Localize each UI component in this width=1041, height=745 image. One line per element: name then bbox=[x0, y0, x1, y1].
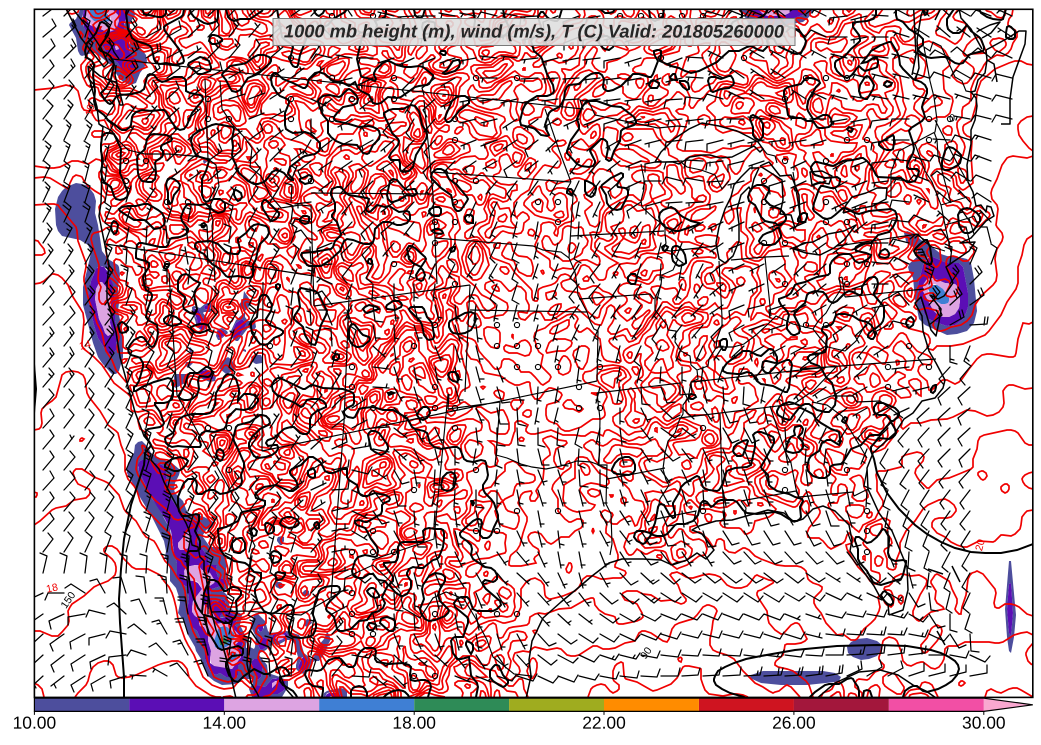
svg-text:22.00: 22.00 bbox=[582, 713, 626, 733]
svg-text:18: 18 bbox=[45, 581, 59, 595]
svg-text:10: 10 bbox=[84, 103, 98, 117]
svg-text:30.00: 30.00 bbox=[962, 713, 1006, 733]
svg-text:26.00: 26.00 bbox=[772, 713, 816, 733]
svg-text:20: 20 bbox=[973, 538, 988, 553]
svg-text:10.00: 10.00 bbox=[13, 713, 57, 733]
svg-text:14: 14 bbox=[78, 338, 93, 353]
svg-text:0: 0 bbox=[949, 113, 955, 125]
svg-text:14.00: 14.00 bbox=[203, 713, 247, 733]
svg-text:1000 mb height (m), wind (m/s): 1000 mb height (m), wind (m/s), T (C) Va… bbox=[284, 20, 784, 41]
svg-text:18.00: 18.00 bbox=[392, 713, 436, 733]
